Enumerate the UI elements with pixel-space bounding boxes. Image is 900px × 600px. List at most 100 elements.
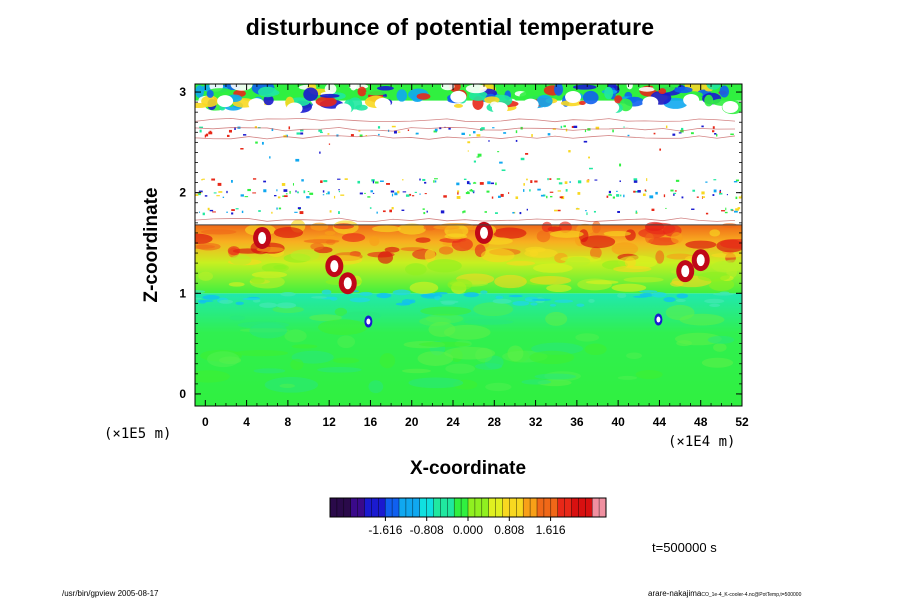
heatmap-cell bbox=[549, 303, 557, 307]
heatmap-cell bbox=[291, 350, 334, 364]
heatmap-cell bbox=[294, 211, 298, 213]
colorbar-swatch bbox=[392, 498, 400, 517]
heatmap-cell bbox=[349, 297, 371, 303]
heatmap-cell bbox=[479, 182, 484, 185]
heatmap-cell bbox=[338, 190, 341, 193]
heatmap-cell bbox=[281, 183, 286, 186]
heatmap-cell bbox=[550, 195, 553, 198]
heatmap-cell bbox=[545, 311, 568, 326]
heatmap-cell bbox=[323, 180, 328, 183]
heatmap-cell bbox=[357, 86, 367, 97]
y-axis-label: Z-coordinate bbox=[141, 187, 162, 303]
heatmap-cell bbox=[401, 299, 413, 305]
heatmap-cell bbox=[379, 353, 396, 369]
chart-title: disturbunce of potential temperature bbox=[245, 14, 655, 40]
heatmap-cell bbox=[610, 194, 612, 196]
heatmap-cell bbox=[420, 294, 439, 297]
heatmap-cell bbox=[369, 207, 372, 209]
heatmap-cell bbox=[719, 191, 721, 193]
heatmap-cell bbox=[584, 343, 607, 356]
heatmap-cell bbox=[340, 194, 345, 196]
colorbar-swatch bbox=[592, 498, 600, 517]
contour-line bbox=[195, 217, 736, 223]
heatmap-cell bbox=[619, 180, 621, 183]
heatmap-cell bbox=[401, 368, 432, 374]
heatmap-cell bbox=[328, 143, 331, 145]
heatmap-cell bbox=[508, 192, 510, 194]
heatmap-cell bbox=[557, 209, 561, 212]
heatmap-cell bbox=[420, 306, 472, 316]
heatmap-cell bbox=[495, 295, 504, 300]
heatmap-cell bbox=[497, 151, 500, 153]
heatmap-cell bbox=[445, 363, 476, 374]
heatmap-cell bbox=[367, 196, 371, 198]
heatmap-cell bbox=[263, 189, 267, 193]
heatmap-cell bbox=[495, 182, 497, 186]
heatmap-cell bbox=[512, 212, 515, 214]
colorbar-swatch bbox=[468, 498, 476, 517]
colorbar-swatch bbox=[357, 498, 365, 517]
heatmap-cell bbox=[365, 90, 388, 96]
heatmap-cell bbox=[407, 129, 410, 132]
heatmap-cell bbox=[226, 134, 230, 137]
heatmap-cell bbox=[515, 130, 518, 134]
heatmap-cell bbox=[358, 130, 361, 132]
heatmap-cell bbox=[616, 194, 620, 197]
heatmap-cell bbox=[393, 130, 397, 134]
heatmap-cell bbox=[480, 290, 488, 294]
heatmap-cell bbox=[585, 280, 619, 285]
heatmap-cell bbox=[315, 96, 337, 107]
heatmap-cell bbox=[324, 230, 336, 236]
heatmap-cell bbox=[391, 125, 396, 128]
heatmap-cell bbox=[240, 194, 244, 197]
heatmap-cell bbox=[198, 193, 201, 196]
heatmap-cell bbox=[463, 178, 467, 181]
heatmap-cell bbox=[492, 298, 512, 304]
heatmap-cell bbox=[434, 180, 437, 183]
heatmap-cell bbox=[656, 316, 661, 323]
x-tick-label: 0 bbox=[202, 415, 209, 429]
heatmap-cell bbox=[658, 88, 667, 95]
heatmap-cell bbox=[705, 212, 709, 215]
x-tick-label: 8 bbox=[285, 415, 292, 429]
heatmap-cell bbox=[408, 102, 425, 115]
heatmap-cell bbox=[422, 178, 426, 181]
time-label: t=500000 s bbox=[652, 540, 717, 555]
heatmap-cell bbox=[531, 298, 552, 301]
heatmap-cell bbox=[258, 210, 261, 212]
heatmap-cell bbox=[612, 196, 615, 199]
heatmap-cell bbox=[440, 84, 455, 91]
heatmap-cell bbox=[676, 293, 689, 299]
heatmap-cell bbox=[397, 223, 427, 235]
y-tick-label: 2 bbox=[179, 186, 186, 200]
heatmap-cell bbox=[577, 180, 582, 184]
heatmap-cell bbox=[722, 100, 739, 113]
heatmap-cell bbox=[620, 194, 622, 197]
heatmap-cell bbox=[377, 126, 381, 129]
colorbar-swatch bbox=[543, 498, 552, 517]
heatmap-cell bbox=[280, 291, 296, 297]
heatmap-cell bbox=[508, 294, 523, 298]
heatmap-cell bbox=[213, 192, 217, 194]
heatmap-cell bbox=[290, 358, 304, 371]
heatmap-cell bbox=[565, 90, 582, 103]
heatmap-cell bbox=[692, 189, 696, 192]
heatmap-cell bbox=[633, 190, 636, 193]
heatmap-cell bbox=[554, 299, 574, 303]
heatmap-cell bbox=[627, 134, 630, 137]
heatmap-cell bbox=[735, 208, 739, 211]
heatmap-cell bbox=[468, 90, 488, 101]
heatmap-cell bbox=[526, 208, 528, 211]
heatmap-cell bbox=[633, 180, 638, 183]
heatmap-cell bbox=[326, 193, 328, 195]
heatmap-cell bbox=[612, 129, 614, 133]
x-tick-label: 24 bbox=[446, 415, 460, 429]
colorbar-swatch bbox=[385, 498, 393, 517]
heatmap-cell bbox=[300, 132, 304, 135]
heatmap-cell bbox=[317, 367, 362, 373]
heatmap-cell bbox=[617, 375, 638, 380]
heatmap-cell bbox=[709, 303, 721, 307]
colorbar-swatch bbox=[523, 498, 531, 517]
heatmap-cell bbox=[195, 194, 199, 196]
heatmap-cell bbox=[379, 180, 384, 182]
